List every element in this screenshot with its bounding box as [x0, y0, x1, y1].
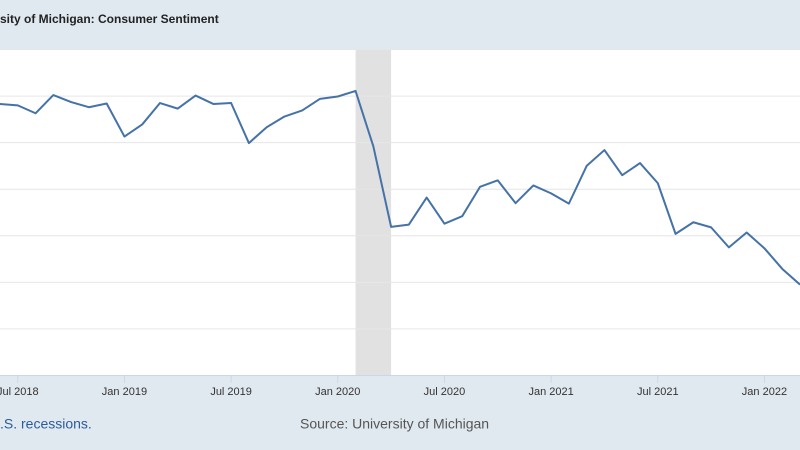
x-tick-label: Jul 2020	[424, 386, 466, 398]
x-tick-label: Jan 2021	[528, 386, 573, 398]
chart-title: sity of Michigan: Consumer Sentiment	[0, 12, 219, 26]
x-tick-label: Jul 2018	[0, 386, 39, 398]
x-tick-label: Jul 2019	[210, 386, 252, 398]
series-line	[0, 89, 800, 286]
plot-area	[0, 49, 800, 376]
plot	[0, 49, 800, 375]
x-tick-label: Jan 2019	[102, 386, 147, 398]
recession-note[interactable]: .S. recessions.	[0, 416, 92, 432]
x-tick-label: Jan 2022	[742, 386, 787, 398]
source: Source: University of Michigan	[300, 416, 489, 432]
x-tick-label: Jul 2021	[637, 386, 679, 398]
x-tick-label: Jan 2020	[315, 386, 360, 398]
axis: Jul 2018 Jan 2019 Jul 2019 Jan 2020 Jul 2020…	[0, 375, 787, 398]
recession-band	[355, 49, 392, 375]
